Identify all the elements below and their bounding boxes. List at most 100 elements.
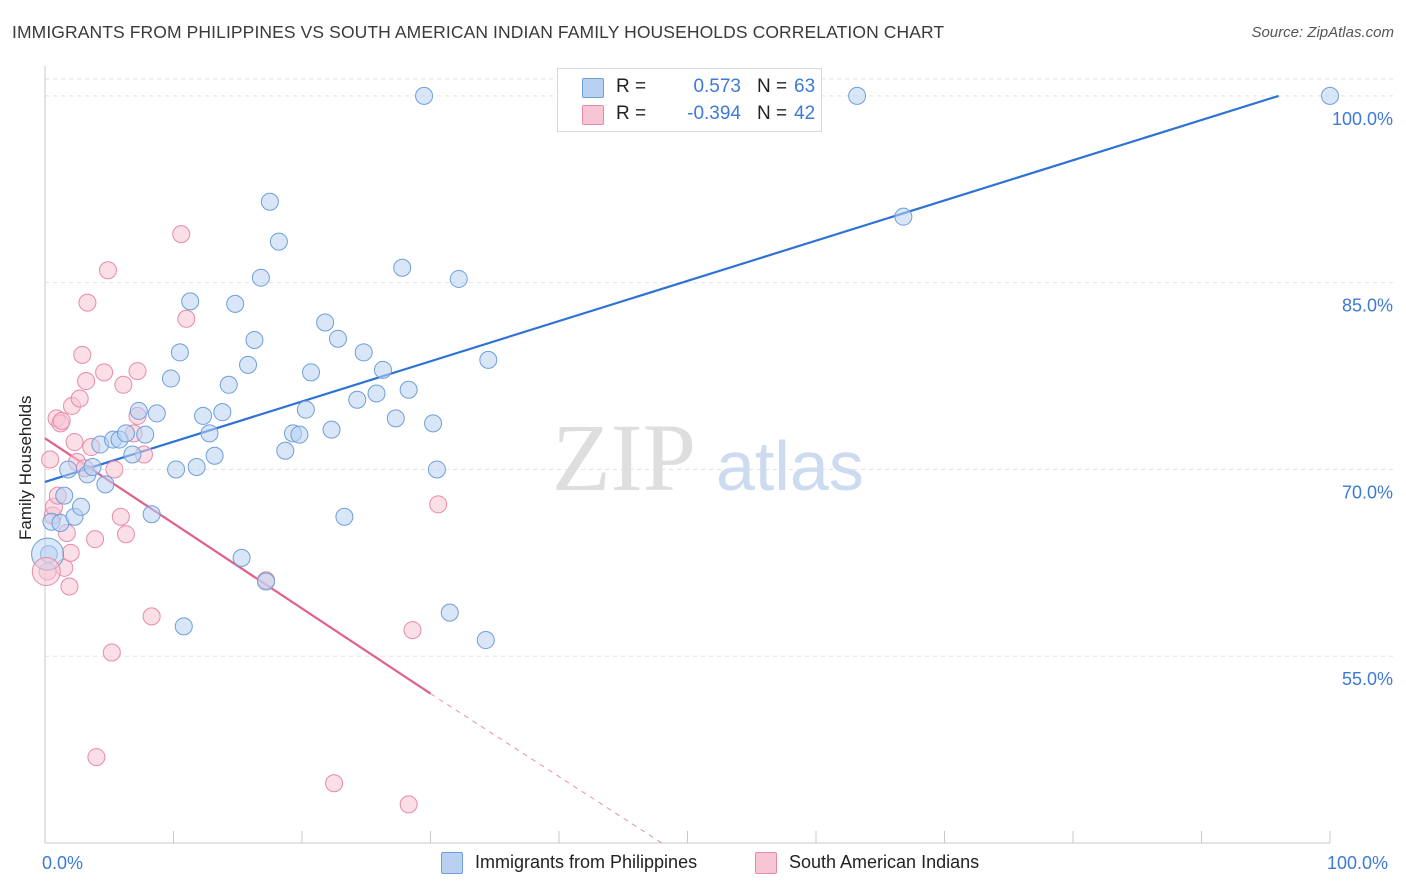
- south-american-indian-point: [52, 411, 71, 430]
- philippines-point: [213, 403, 232, 422]
- south-american-indian-point: [70, 389, 89, 408]
- philippines-point: [147, 404, 166, 423]
- philippines-point: [71, 497, 90, 516]
- philippines-point: [161, 369, 180, 388]
- philippines-point: [290, 425, 309, 444]
- legend-r-value: 0.573: [693, 76, 741, 97]
- philippines-point: [129, 401, 148, 420]
- legend-r-label: R =: [616, 103, 647, 124]
- philippines-point: [96, 475, 115, 494]
- south-american-indian-point: [114, 375, 133, 394]
- legend-r-value: -0.394: [687, 103, 741, 124]
- philippines-point: [415, 86, 434, 105]
- chart-title: IMMIGRANTS FROM PHILIPPINES VS SOUTH AME…: [12, 22, 945, 42]
- south-american-indian-point: [31, 557, 61, 587]
- philippines-point: [219, 375, 238, 394]
- south-american-indian-point: [142, 607, 161, 626]
- philippines-point: [322, 420, 341, 439]
- philippines-point: [181, 292, 200, 311]
- south-american-indian-point: [86, 530, 105, 549]
- philippines-point: [328, 329, 347, 348]
- south-american-indian-point: [60, 577, 79, 596]
- y-tick-labels: 55.0% 70.0% 85.0% 100.0%: [1332, 109, 1393, 689]
- south-american-indian-point: [429, 495, 448, 514]
- south-american-indian-point: [73, 345, 92, 364]
- philippines-point: [424, 414, 443, 433]
- legend-n-value: 42: [794, 103, 816, 124]
- south-american-indian-point: [111, 507, 130, 526]
- philippines-point: [245, 330, 264, 349]
- philippines-point: [136, 425, 155, 444]
- philippines-point: [205, 446, 224, 465]
- south-american-indian-point: [399, 795, 418, 814]
- philippines-point: [848, 86, 867, 105]
- trend-line-philippines: [44, 94, 1279, 483]
- y-tick-label: 55.0%: [1342, 669, 1393, 689]
- south-american-indian-point: [172, 225, 191, 244]
- south-american-indian-point: [78, 293, 97, 312]
- bottom-legend-label: South American Indians: [789, 852, 980, 872]
- philippines-point: [260, 192, 279, 211]
- philippines-point: [479, 350, 498, 369]
- south-american-indian-point: [41, 450, 60, 469]
- philippines-point: [257, 572, 276, 591]
- philippines-point: [476, 631, 495, 650]
- y-axis-label: Family Households: [16, 395, 35, 540]
- south-american-indian-point: [403, 621, 422, 640]
- south-american-indian-point: [77, 372, 96, 391]
- philippines-point: [316, 313, 335, 332]
- correlation-legend: R = 0.573 N = 63 R = -0.394 N = 42: [557, 68, 822, 132]
- philippines-point: [83, 457, 102, 476]
- philippines-point: [194, 406, 213, 425]
- philippines-point: [301, 363, 320, 382]
- pink-swatch: [755, 852, 777, 874]
- trend-line-extension: [430, 693, 663, 844]
- legend-n-label: N =: [757, 76, 788, 97]
- legend-r-label: R =: [616, 76, 647, 97]
- philippines-point: [440, 603, 459, 622]
- south-american-indian-point: [116, 525, 135, 544]
- south-american-indian-point: [65, 433, 84, 452]
- blue-swatch: [582, 78, 604, 98]
- philippines-point: [59, 460, 78, 479]
- y-tick-label: 70.0%: [1342, 482, 1393, 502]
- south-american-indian-point: [177, 309, 196, 328]
- philippines-point: [427, 460, 446, 479]
- philippines-point: [386, 409, 405, 428]
- philippines-point: [894, 207, 913, 226]
- philippines-point: [239, 355, 258, 374]
- philippines-point: [55, 486, 74, 505]
- south-american-indian-point: [95, 363, 114, 382]
- south-american-indian-point: [105, 460, 124, 479]
- x-axis-min-label: 0.0%: [42, 853, 84, 873]
- philippines-point: [174, 617, 193, 636]
- philippines-point: [367, 384, 386, 403]
- philippines-point: [116, 424, 135, 443]
- bottom-legend-label: Immigrants from Philippines: [475, 852, 698, 872]
- y-tick-label: 100.0%: [1332, 109, 1393, 129]
- philippines-point: [276, 441, 295, 460]
- south-american-indian-point: [61, 543, 80, 562]
- south-american-indian-point: [325, 774, 344, 793]
- x-axis-max-label: 100.0%: [1327, 853, 1389, 873]
- source-label: Source: ZipAtlas.com: [1251, 24, 1394, 41]
- philippines-point: [187, 457, 206, 476]
- points-layer: [31, 86, 1339, 814]
- philippines-point: [373, 360, 392, 379]
- philippines-point: [200, 424, 219, 443]
- philippines-point: [226, 294, 245, 313]
- philippines-point: [251, 268, 270, 287]
- philippines-point: [1321, 86, 1339, 105]
- pink-swatch: [582, 105, 604, 125]
- philippines-point: [393, 258, 412, 277]
- philippines-point: [354, 343, 373, 362]
- south-american-indian-point: [87, 748, 106, 767]
- philippines-point: [399, 380, 418, 399]
- watermark-zip: ZIP: [552, 404, 696, 511]
- philippines-point: [167, 460, 186, 479]
- philippines-point: [335, 507, 354, 526]
- philippines-point: [142, 505, 161, 524]
- south-american-indian-point: [98, 261, 117, 280]
- philippines-point: [449, 269, 468, 288]
